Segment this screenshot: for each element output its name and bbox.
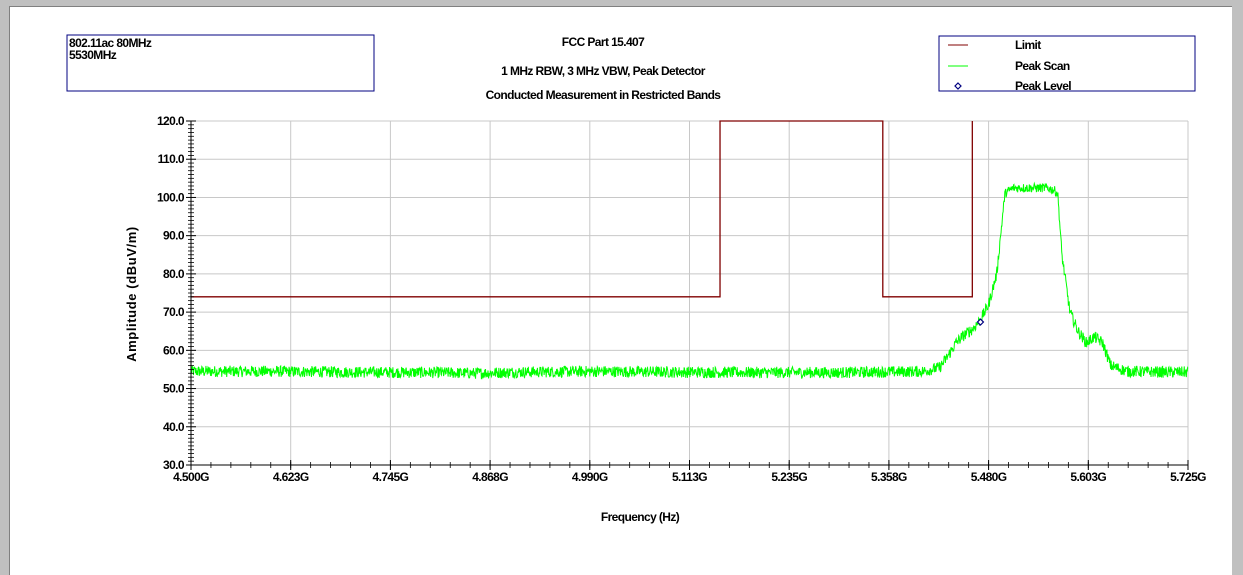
legend-peak-level-label: Peak Level xyxy=(1015,79,1071,93)
limit-series xyxy=(191,120,973,298)
limit-line xyxy=(191,120,973,298)
x-tick-label: 5.235G xyxy=(771,470,807,484)
x-tick-label: 5.480G xyxy=(971,470,1007,484)
y-tick-label: 100.0 xyxy=(157,190,185,204)
x-tick-labels: 4.500G 4.623G 4.745G 4.868G 4.990G 5.113G 5.23… xyxy=(173,470,1207,484)
x-tick-label: 5.113G xyxy=(672,470,707,484)
legend-peak-scan-label: Peak Scan xyxy=(1015,59,1070,73)
y-tick-label: 90.0 xyxy=(163,229,185,243)
info-box-line-1: 802.11ac 80MHz xyxy=(69,36,152,50)
chart-subtitle-line-2: Conducted Measurement in Restricted Band… xyxy=(486,88,722,102)
axes xyxy=(186,120,1189,470)
y-tick-label: 120.0 xyxy=(157,114,185,128)
legend xyxy=(938,35,1196,92)
x-tick-label: 4.868G xyxy=(472,470,508,484)
y-tick-label: 70.0 xyxy=(163,305,185,319)
x-tick-label: 4.990G xyxy=(572,470,608,484)
y-axis-label: Amplitude (dBuV/m) xyxy=(124,226,139,362)
info-box xyxy=(66,34,375,92)
x-axis-label: Frequency (Hz) xyxy=(601,510,680,524)
window-frame-leftline xyxy=(9,6,10,575)
y-tick-label: 50.0 xyxy=(163,382,185,396)
chart-subtitle-line-1: 1 MHz RBW, 3 MHz VBW, Peak Detector xyxy=(501,64,706,78)
y-tick-label: 60.0 xyxy=(163,343,185,357)
info-box-line-2: 5530MHz xyxy=(69,48,117,62)
peak-level-marker xyxy=(976,318,985,326)
window-frame-topline xyxy=(9,6,1232,7)
chart-title: FCC Part 15.407 xyxy=(562,35,645,49)
peak-scan-series xyxy=(190,181,1189,380)
window-frame-left xyxy=(0,0,9,575)
peak-scan-line xyxy=(190,181,1189,380)
y-tick-label: 110.0 xyxy=(158,152,185,166)
x-tick-label: 4.745G xyxy=(373,470,409,484)
y-tick-label: 80.0 xyxy=(163,267,185,281)
y-tick-labels: 30.0 40.0 50.0 60.0 70.0 80.0 90.0 100.0 110.0 12… xyxy=(157,114,186,472)
grid xyxy=(191,120,1189,465)
x-tick-label: 5.358G xyxy=(871,470,907,484)
x-tick-label: 5.603G xyxy=(1070,470,1106,484)
x-tick-label: 5.725G xyxy=(1170,470,1206,484)
window-frame-right xyxy=(1232,0,1243,575)
y-tick-label: 30.0 xyxy=(163,458,185,472)
y-tick-label: 40.0 xyxy=(163,420,185,434)
legend-limit-label: Limit xyxy=(1015,38,1041,52)
x-tick-label: 4.500G xyxy=(173,470,209,484)
window-frame-top xyxy=(0,0,1243,6)
peak-level-series xyxy=(976,318,985,326)
legend-peak-level-swatch xyxy=(954,82,962,90)
x-tick-label: 4.623G xyxy=(273,470,309,484)
